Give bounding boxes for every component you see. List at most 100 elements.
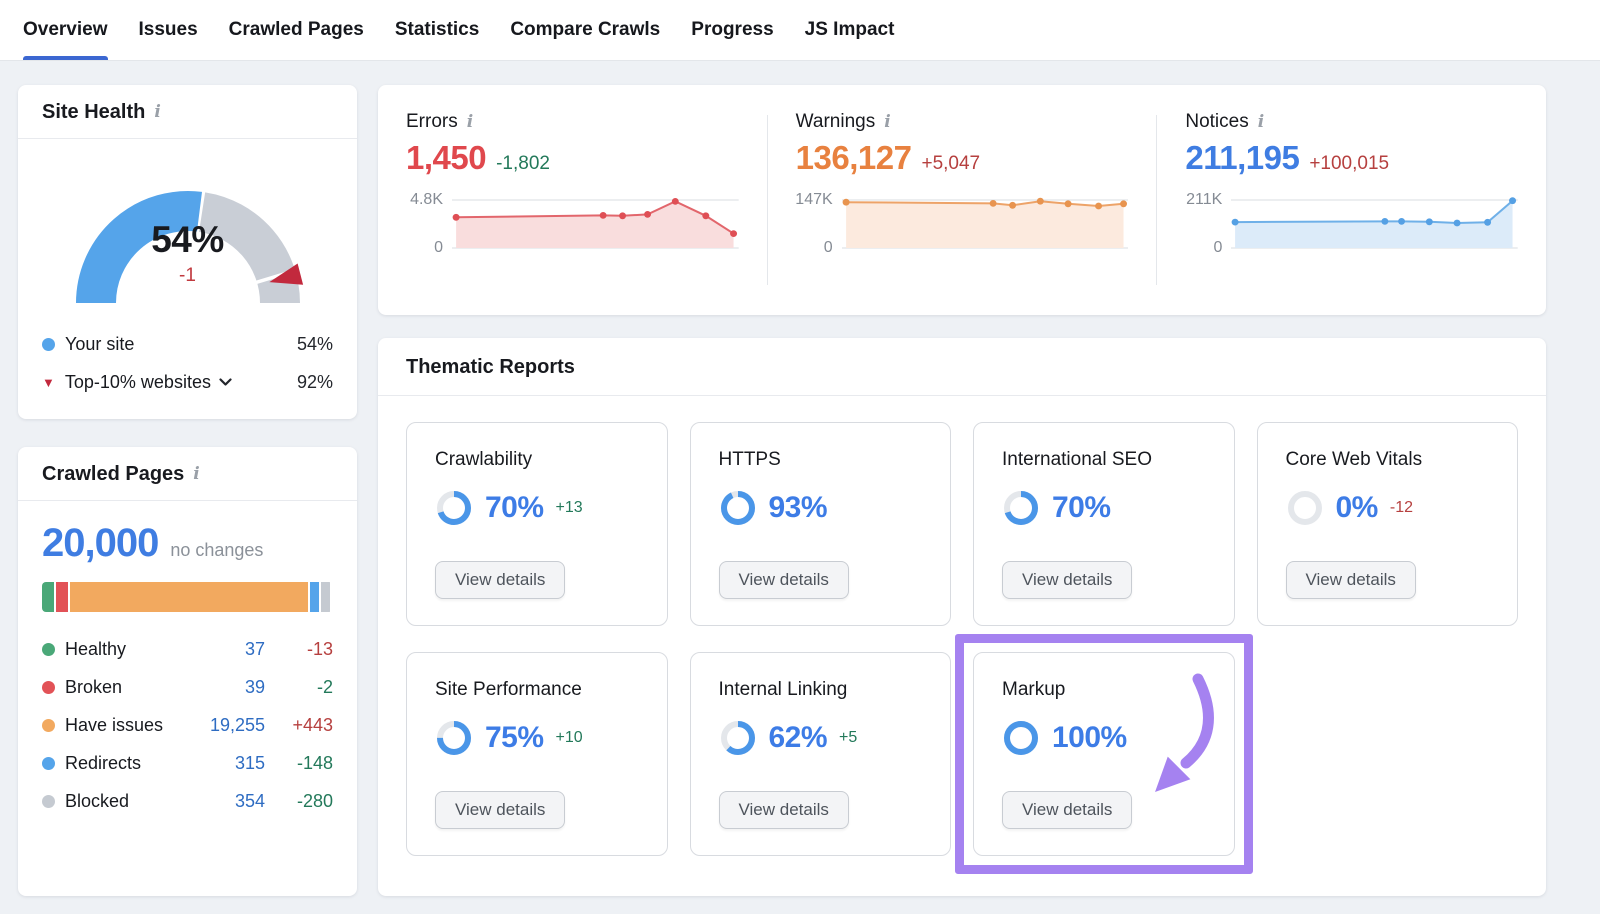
international-seo-donut (1002, 489, 1040, 527)
benchmark-value: 92% (296, 371, 333, 392)
healthy-value[interactable]: 37 (244, 638, 265, 659)
crawlability-change: +13 (555, 499, 583, 516)
core-web-vitals-donut (1286, 489, 1324, 527)
site-health-legend: Your site 54% ▼ Top-10% websites 92% (18, 317, 357, 419)
internal-linking-change: +5 (839, 729, 858, 746)
site-performance-view-details-button[interactable]: View details (435, 791, 566, 829)
markup-donut (1002, 719, 1040, 757)
legend-row-your-site: Your site 54% (42, 325, 333, 363)
notices-ymin-label: 0 (1213, 239, 1223, 256)
blocked-label: Blocked (65, 790, 130, 811)
tab-statistics[interactable]: Statistics (394, 19, 480, 40)
errors-ymax-label: 4.8K (410, 191, 443, 208)
https-title: HTTPS (718, 449, 781, 470)
crawled-note: no changes (170, 540, 264, 560)
crawled-row-blocked: Blocked 354 -280 (42, 782, 333, 820)
have-issues-value[interactable]: 19,255 (209, 714, 265, 735)
warnings-trend-chart (841, 193, 1129, 255)
redirects-label: Redirects (65, 752, 142, 773)
tab-progress[interactable]: Progress (691, 19, 774, 40)
bar-segment-healthy (42, 582, 55, 612)
crawled-pages-title: Crawled Pages (42, 463, 185, 485)
crawlability-score: 70% (485, 491, 544, 524)
benchmark-dropdown[interactable]: Top-10% websites (65, 372, 232, 393)
main-content: Site Health i 54% -1 Your site 54% ▼ (0, 61, 1600, 914)
site-health-change: -1 (179, 265, 196, 286)
site-health-gauge: 54% -1 (56, 163, 320, 311)
errors-change: -1,802 (496, 153, 550, 174)
site-performance-change: +10 (555, 729, 583, 746)
markup-view-details-button[interactable]: View details (1002, 791, 1133, 829)
site-performance-score: 75% (485, 721, 544, 754)
redirects-change: -148 (296, 752, 333, 773)
info-icon[interactable]: i (154, 102, 161, 122)
international-seo-title: International SEO (1002, 449, 1152, 470)
site-health-title: Site Health (42, 101, 146, 123)
chevron-down-icon (219, 377, 232, 386)
crawled-total: 20,000 (42, 521, 159, 565)
divider (766, 115, 768, 285)
https-donut (719, 489, 757, 527)
core-web-vitals-change: -12 (1389, 499, 1413, 516)
crawlability-view-details-button[interactable]: View details (435, 561, 566, 599)
top-nav: Overview Issues Crawled Pages Statistics… (0, 0, 1600, 61)
errors-title: Errors (406, 111, 458, 132)
tab-js-impact[interactable]: JS Impact (804, 19, 895, 40)
site-performance-donut (435, 719, 473, 757)
card-markup: Markup 100% View details (973, 652, 1235, 856)
divider (1156, 115, 1158, 285)
international-seo-score: 70% (1052, 491, 1111, 524)
info-icon[interactable]: i (466, 111, 474, 132)
core-web-vitals-score: 0% (1335, 491, 1379, 524)
bar-segment-broken (56, 582, 69, 612)
metrics-card: Errors i 1,450 -1,802 4.8K 0 (378, 85, 1546, 315)
legend-row-benchmark: ▼ Top-10% websites 92% (42, 363, 333, 401)
healthy-dot (42, 642, 55, 656)
broken-value[interactable]: 39 (244, 676, 265, 697)
markup-highlight-box: Markup 100% View details (955, 634, 1253, 874)
crawled-pages-body: 20,000 no changes Healthy 37 -13 Broken … (18, 501, 357, 836)
notices-trend-chart (1231, 193, 1519, 255)
card-site-performance: Site Performance 75% +10 View details (406, 652, 668, 856)
warnings-y-axis: 147K 0 (795, 191, 842, 256)
notices-title: Notices (1185, 111, 1249, 132)
internal-linking-score: 62% (768, 721, 828, 754)
blocked-change: -280 (296, 790, 333, 811)
internal-linking-title: Internal Linking (718, 679, 848, 700)
tab-crawled-pages[interactable]: Crawled Pages (228, 19, 364, 40)
internal-linking-view-details-button[interactable]: View details (718, 791, 849, 829)
card-core-web-vitals: Core Web Vitals 0% -12 View details (1256, 422, 1518, 626)
card-international-seo: International SEO 70% View details (973, 422, 1235, 626)
card-crawlability: Crawlability 70% +13 View details (406, 422, 668, 626)
tab-issues[interactable]: Issues (138, 19, 198, 40)
broken-label: Broken (65, 676, 123, 697)
redirects-dot (42, 756, 55, 770)
broken-dot (42, 680, 55, 694)
international-seo-view-details-button[interactable]: View details (1002, 561, 1133, 599)
https-view-details-button[interactable]: View details (718, 561, 849, 599)
crawled-row-broken: Broken 39 -2 (42, 668, 333, 706)
errors-column: Errors i 1,450 -1,802 4.8K 0 (378, 85, 767, 315)
card-https: HTTPS 93% View details (689, 422, 951, 626)
your-site-label: Your site (65, 333, 135, 354)
notices-value: 211,195 (1185, 139, 1300, 176)
tab-overview[interactable]: Overview (23, 0, 108, 60)
bar-segment-redirects (309, 582, 320, 612)
tab-compare-crawls[interactable]: Compare Crawls (510, 19, 661, 40)
warnings-ymin-label: 0 (823, 239, 833, 256)
core-web-vitals-view-details-button[interactable]: View details (1285, 561, 1416, 599)
bar-segment-blocked (321, 582, 331, 612)
info-icon[interactable]: i (193, 464, 200, 484)
site-health-header: Site Health i (18, 85, 357, 139)
have-issues-dot (42, 718, 55, 732)
right-column: Errors i 1,450 -1,802 4.8K 0 (378, 85, 1546, 896)
redirects-value[interactable]: 315 (234, 752, 265, 773)
errors-value: 1,450 (406, 139, 487, 176)
blocked-value[interactable]: 354 (234, 790, 265, 811)
crawlability-donut (435, 489, 473, 527)
crawled-row-healthy: Healthy 37 -13 (42, 630, 333, 668)
errors-ymin-label: 0 (434, 239, 443, 256)
info-icon[interactable]: i (884, 111, 891, 132)
crawled-pages-header: Crawled Pages i (18, 447, 357, 501)
info-icon[interactable]: i (1257, 111, 1265, 132)
